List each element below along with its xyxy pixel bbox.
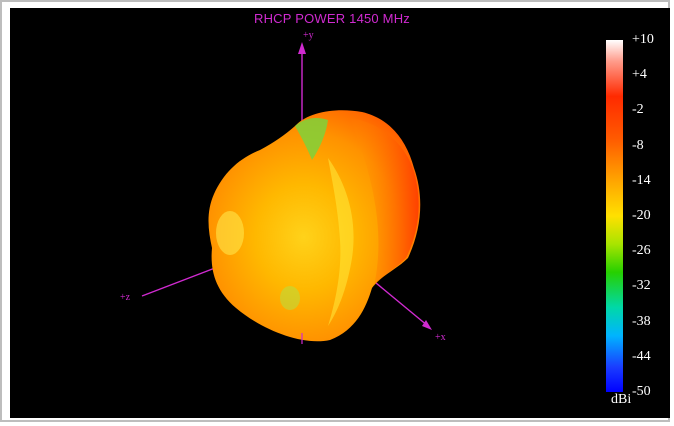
- pattern-left-highlight: [216, 211, 244, 255]
- colorbar-tick-label: -50: [632, 384, 651, 399]
- y-axis-label: +y: [303, 30, 314, 41]
- x-axis-line: [369, 277, 429, 327]
- colorbar-tick-label: -32: [632, 278, 651, 294]
- pattern-lower-green-spot: [280, 286, 300, 310]
- colorbar-tick-label: -8: [632, 137, 644, 153]
- x-axis-arrowhead: [422, 320, 432, 330]
- colorbar-tick-label: -26: [632, 243, 651, 259]
- x-axis-label: +x: [435, 332, 446, 343]
- pattern-right-shade: [350, 118, 419, 286]
- colorbar: [606, 40, 623, 392]
- radiation-pattern-3d: [141, 42, 432, 344]
- radiation-pattern-viewport[interactable]: RHCP POWER 1450 MHz +y +z +x +10 +4 -2 -8 -1…: [10, 8, 670, 418]
- colorbar-tick-label: -44: [632, 348, 651, 364]
- colorbar-unit: dBi: [611, 392, 632, 407]
- pattern-top-notch: [295, 118, 328, 160]
- plot-title: RHCP POWER 1450 MHz: [254, 11, 410, 26]
- colorbar-tick-label: -38: [632, 313, 651, 329]
- colorbar-tick-label: +4: [632, 67, 647, 83]
- colorbar-tick-label: -2: [632, 102, 644, 118]
- z-axis-label: +z: [120, 292, 131, 303]
- y-axis-arrowhead: [298, 42, 306, 54]
- z-axis-line: [141, 267, 216, 297]
- colorbar-tick-label: -14: [632, 172, 651, 188]
- colorbar-tick-label: -20: [632, 208, 651, 223]
- colorbar-tick-label: +10: [632, 32, 654, 47]
- pattern-yellow-band: [328, 158, 354, 326]
